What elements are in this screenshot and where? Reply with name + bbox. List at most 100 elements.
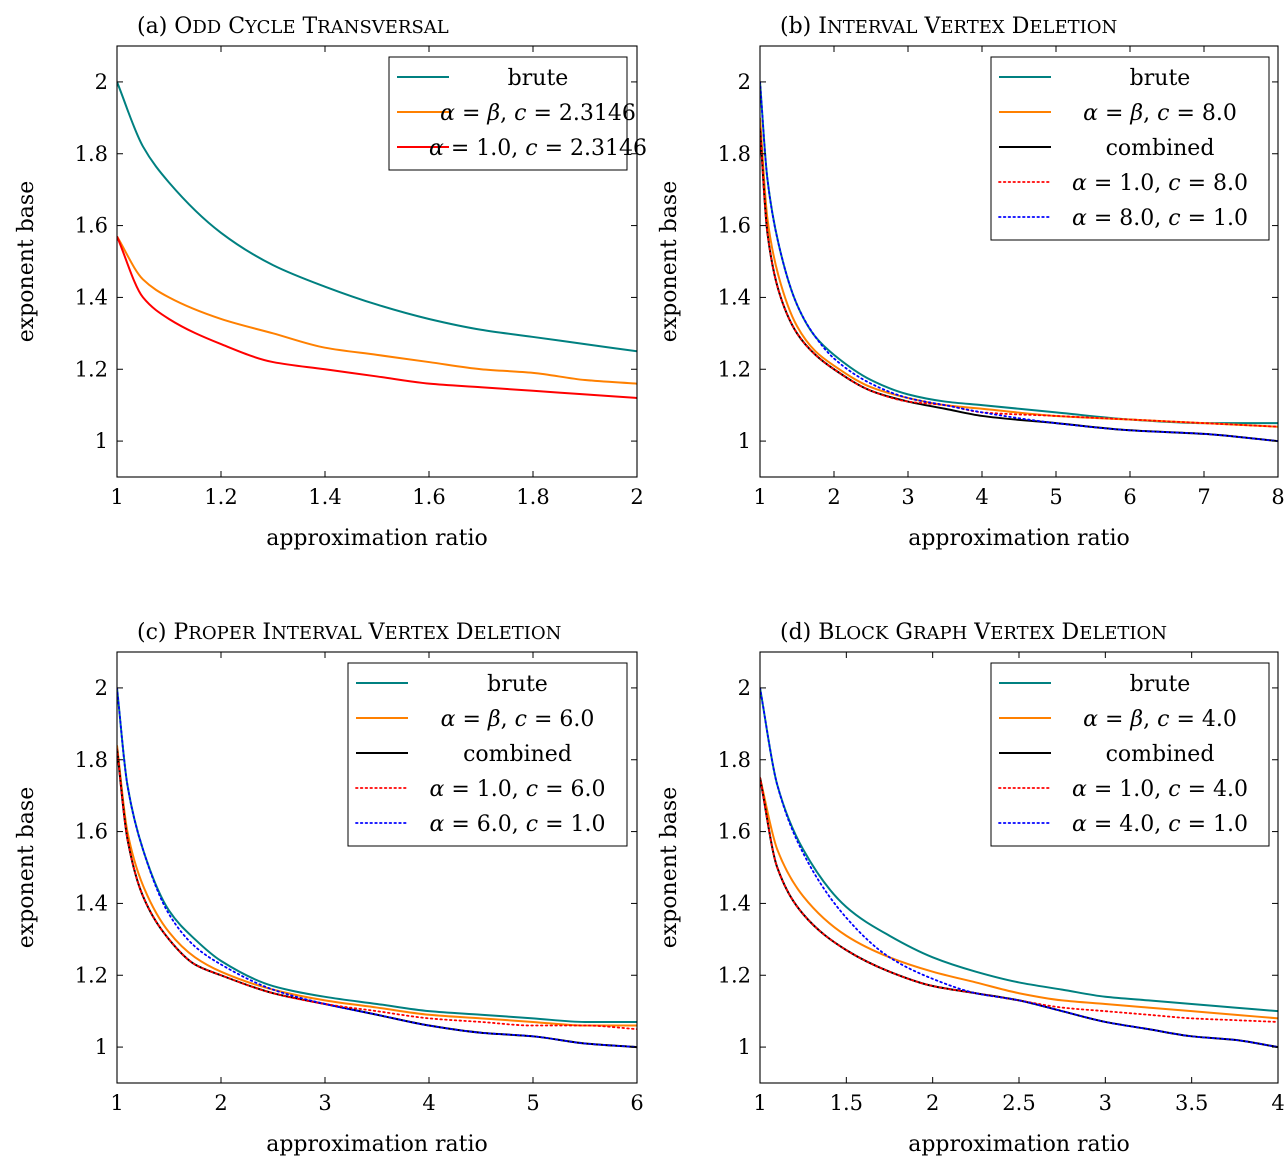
legend: brute α = β, c = 4.0 combined α = 1.0, c = … — [990, 662, 1270, 847]
legend-label-8-0-c-1-0: α = 8.0, c = 1.0 — [1072, 206, 1248, 231]
y-tick-label: 1.4 — [718, 285, 751, 309]
series-line-1-0-c-6-0 — [117, 748, 637, 1031]
legend-box — [990, 662, 1270, 847]
x-tick-label: 2 — [827, 485, 840, 509]
x-tick-label: 1.5 — [830, 1091, 863, 1115]
x-tick-label: 4 — [422, 1091, 435, 1115]
legend-label-6-0-c-1-0: α = 6.0, c = 1.0 — [429, 812, 605, 837]
legend-label-brute: brute — [508, 66, 569, 91]
x-axis-label: approximation ratio — [908, 526, 1130, 551]
series-line-c-6-0 — [117, 745, 637, 1027]
x-tick-label: 2.5 — [1002, 1091, 1035, 1115]
legend-label-1-0-c-8-0: α = 1.0, c = 8.0 — [1072, 171, 1248, 196]
series-line-brute — [760, 687, 1278, 1013]
legend-label-brute: brute — [1130, 66, 1191, 91]
legend-label-brute: brute — [487, 672, 548, 697]
legend-box — [347, 662, 628, 847]
legend-label-c-8-0: α = β, c = 8.0 — [1083, 101, 1237, 126]
legend-label-c-6-0: α = β, c = 6.0 — [441, 707, 595, 732]
y-tick-label: 1.8 — [718, 748, 751, 772]
chart-panel-d: (d) BLOCK GRAPH VERTEX DELETION 1 1.5 2 2.5 3… — [657, 620, 1285, 1157]
x-tick-label: 1 — [753, 485, 766, 509]
series-line-1-0-c-8-0 — [760, 127, 1278, 428]
legend: brute α = β, c = 2.3146 α = 1.0, c = 2.314… — [388, 56, 647, 171]
legend-label-c-2-3146: α = β, c = 2.3146 — [440, 101, 636, 126]
y-axis-label: exponent base — [14, 181, 39, 342]
y-tick-label: 2 — [738, 676, 751, 700]
x-tick-label: 5 — [1049, 485, 1062, 509]
chart-title: (c) PROPER INTERVAL VERTEX DELETION — [137, 620, 561, 645]
y-tick-label: 2 — [95, 676, 108, 700]
x-tick-label: 2 — [926, 1091, 939, 1115]
y-tick-label: 1.6 — [718, 214, 751, 238]
x-tick-label: 3.5 — [1175, 1091, 1208, 1115]
series-line-6-0-c-1-0 — [117, 687, 637, 1048]
y-tick-label: 1.6 — [718, 820, 751, 844]
chart-title: (a) ODD CYCLE TRANSVERSAL — [137, 14, 449, 39]
legend-label-1-0-c-6-0: α = 1.0, c = 6.0 — [429, 777, 605, 802]
chart-panel-c: (c) PROPER INTERVAL VERTEX DELETION 1 2 3 4 5… — [14, 620, 644, 1157]
series-line-c-4-0 — [760, 777, 1278, 1020]
x-axis-label: approximation ratio — [266, 526, 488, 551]
y-tick-label: 2 — [738, 70, 751, 94]
legend-label-1-0-c-4-0: α = 1.0, c = 4.0 — [1072, 777, 1248, 802]
y-tick-label: 1 — [95, 1035, 108, 1059]
x-tick-label: 5 — [526, 1091, 539, 1115]
plot-frame — [759, 45, 1279, 478]
x-tick-label: 2 — [630, 485, 643, 509]
x-tick-label: 4 — [1271, 1091, 1284, 1115]
y-tick-label: 1 — [95, 429, 108, 453]
x-tick-label: 3 — [1099, 1091, 1112, 1115]
x-tick-label: 4 — [975, 485, 988, 509]
x-tick-label: 1 — [110, 1091, 123, 1115]
chart-panel-b: (b) INTERVAL VERTEX DELETION 1 2 3 4 5 6 7 8 1 1.2… — [657, 14, 1285, 551]
y-axis-label: exponent base — [657, 787, 682, 948]
y-tick-label: 1.2 — [718, 357, 751, 381]
x-axis-label: approximation ratio — [908, 1132, 1130, 1157]
series-line-8-0-c-1-0 — [760, 81, 1278, 442]
y-tick-label: 1.8 — [718, 142, 751, 166]
x-tick-label: 1 — [110, 485, 123, 509]
y-tick-label: 1 — [738, 429, 751, 453]
y-tick-label: 2 — [95, 70, 108, 94]
x-tick-label: 3 — [901, 485, 914, 509]
legend-label-brute: brute — [1130, 672, 1191, 697]
x-tick-label: 6 — [1123, 485, 1136, 509]
x-tick-label: 6 — [630, 1091, 643, 1115]
y-tick-label: 1.6 — [75, 214, 108, 238]
legend-label-c-4-0: α = β, c = 4.0 — [1083, 707, 1237, 732]
x-tick-label: 1.2 — [204, 485, 237, 509]
x-axis-label: approximation ratio — [266, 1132, 488, 1157]
y-tick-label: 1.8 — [75, 142, 108, 166]
y-tick-label: 1 — [738, 1035, 751, 1059]
legend-label-combined: combined — [1106, 136, 1215, 161]
chart-title: (d) BLOCK GRAPH VERTEX DELETION — [780, 620, 1167, 645]
y-tick-label: 1.4 — [718, 891, 751, 915]
x-tick-label: 8 — [1271, 485, 1284, 509]
y-tick-label: 1.6 — [75, 820, 108, 844]
y-tick-label: 1.2 — [718, 963, 751, 987]
x-tick-label: 1.6 — [412, 485, 445, 509]
x-tick-label: 1 — [753, 1091, 766, 1115]
y-tick-label: 1.8 — [75, 748, 108, 772]
legend: brute α = β, c = 6.0 combined α = 1.0, c = … — [347, 662, 628, 847]
legend-label-combined: combined — [463, 742, 572, 767]
y-tick-label: 1.4 — [75, 891, 108, 915]
y-tick-label: 1.2 — [75, 963, 108, 987]
legend-box — [388, 56, 628, 171]
series-line-brute — [117, 81, 637, 353]
chart-panel-a: (a) ODD CYCLE TRANSVERSAL 1 1.2 1.4 1.6 1.8 2 1… — [14, 14, 647, 551]
legend-box — [990, 56, 1270, 241]
plot-frame — [116, 651, 638, 1084]
chart-title: (b) INTERVAL VERTEX DELETION — [780, 14, 1117, 39]
x-tick-label: 2 — [214, 1091, 227, 1115]
legend-label-1-0-c-2-3146: α = 1.0, c = 2.3146 — [429, 136, 647, 161]
x-tick-label: 7 — [1197, 485, 1210, 509]
plot-frame — [116, 45, 638, 478]
x-tick-label: 1.4 — [308, 485, 341, 509]
series-line-4-0-c-1-0 — [760, 687, 1278, 1048]
legend: brute α = β, c = 8.0 combined α = 1.0, c = … — [990, 56, 1270, 241]
series-line-c-2-3146 — [117, 235, 637, 385]
y-axis-label: exponent base — [14, 787, 39, 948]
